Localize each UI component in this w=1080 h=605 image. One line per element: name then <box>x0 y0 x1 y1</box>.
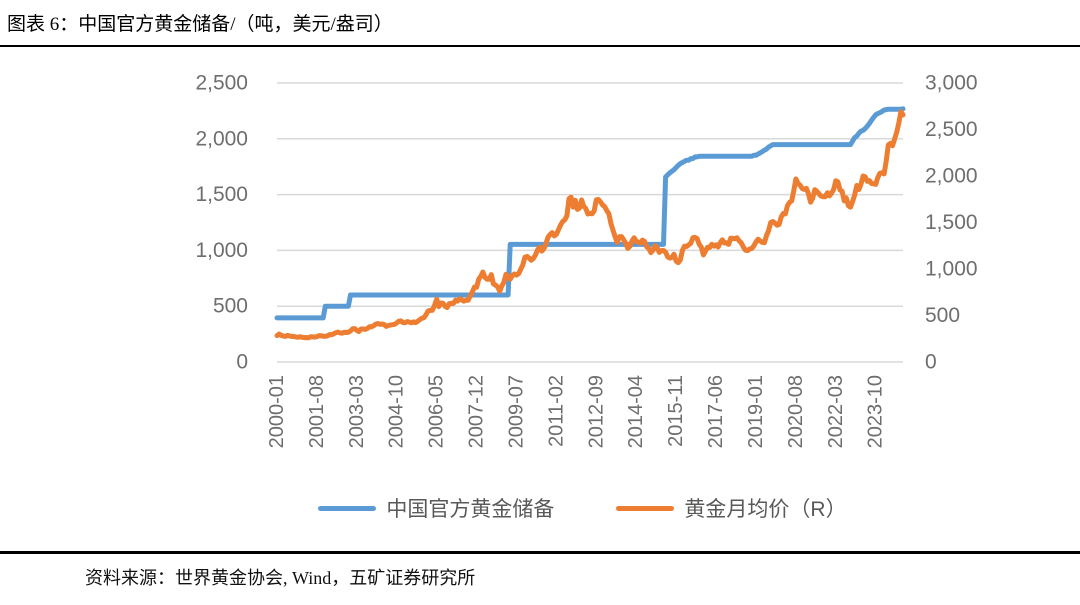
left-axis-tick: 2,500 <box>195 72 248 95</box>
gold-price-line-series <box>274 109 906 341</box>
x-axis-tick: 2015-11 <box>665 375 687 447</box>
left-axis-tick: 1,500 <box>195 183 248 206</box>
left-axis-tick: 1,000 <box>195 239 248 262</box>
right-axis-tick: 500 <box>925 304 960 327</box>
gold-reserves-chart: 0 500 1,000 1,500 2,000 2,500 0 500 1,000 1,500 2,… <box>0 47 1080 551</box>
right-axis-tick: 2,500 <box>925 118 978 141</box>
left-axis-tick: 0 <box>236 351 248 374</box>
chart-canvas: 0 500 1,000 1,500 2,000 2,500 0 500 1,000 1,500 2,… <box>195 72 978 449</box>
x-axis-tick: 2006-05 <box>426 375 448 448</box>
x-axis-labels: 2000-01 2001-08 2003-03 2004-10 2006-05 2007-… <box>266 375 887 448</box>
right-axis-tick: 1,000 <box>925 258 978 281</box>
x-axis-tick: 2000-01 <box>266 375 288 448</box>
x-axis-tick: 2019-01 <box>745 375 767 448</box>
figure-title: 图表 6：中国官方黄金储备/（吨，美元/盎司） <box>7 14 393 35</box>
bottom-divider <box>0 551 1080 554</box>
left-axis-labels: 0 500 1,000 1,500 2,000 2,500 <box>195 72 248 374</box>
x-axis-tick: 2004-10 <box>386 375 408 448</box>
x-axis-tick: 2001-08 <box>306 375 328 448</box>
right-axis-tick: 0 <box>925 351 937 374</box>
x-axis-tick: 2012-09 <box>585 375 607 448</box>
left-axis-tick: 500 <box>213 295 248 318</box>
x-axis-tick: 2007-12 <box>466 375 488 448</box>
right-axis-labels: 0 500 1,000 1,500 2,000 2,500 3,000 <box>925 72 978 374</box>
x-axis-tick: 2022-03 <box>825 375 847 448</box>
legend-label-gold-price: 黄金月均价（R） <box>684 498 847 521</box>
legend-item-reserves: 中国官方黄金储备 <box>318 493 554 523</box>
left-axis-tick: 2,000 <box>195 127 248 150</box>
gridlines <box>277 82 903 363</box>
x-axis-tick: 2014-04 <box>625 375 647 448</box>
source-note: 资料来源：世界黄金协会, Wind，五矿证券研究所 <box>85 568 476 588</box>
right-axis-tick: 3,000 <box>925 72 978 95</box>
gold-price-line-swatch <box>616 505 675 511</box>
reserves-line-series <box>274 106 906 321</box>
legend-item-gold-price: 黄金月均价（R） <box>616 493 847 523</box>
legend-label-reserves: 中国官方黄金储备 <box>386 498 555 521</box>
chart-legend: 中国官方黄金储备 黄金月均价（R） <box>0 493 1080 523</box>
top-divider <box>0 45 1080 47</box>
right-axis-tick: 1,500 <box>925 211 978 234</box>
reserves-line-swatch <box>318 505 377 511</box>
right-axis-tick: 2,000 <box>925 165 978 188</box>
x-axis-tick: 2011-02 <box>545 375 567 447</box>
x-axis-tick: 2009-07 <box>505 375 527 448</box>
x-axis-tick: 2020-08 <box>785 375 807 448</box>
x-axis-tick: 2023-10 <box>865 375 887 448</box>
x-axis-tick: 2003-03 <box>346 375 368 448</box>
x-axis-tick: 2017-06 <box>705 375 727 448</box>
